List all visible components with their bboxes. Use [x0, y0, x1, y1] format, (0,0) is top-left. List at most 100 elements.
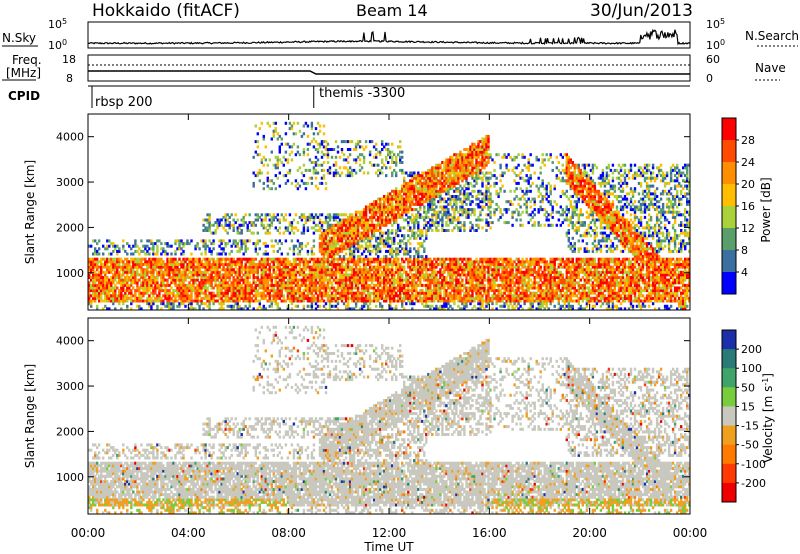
power-cell [236, 289, 239, 293]
power-cell [266, 260, 269, 264]
power-cell [134, 242, 137, 246]
power-cell [310, 140, 314, 144]
power-cell [228, 270, 231, 274]
power-cell [433, 181, 436, 185]
power-cell [433, 296, 436, 300]
power-cell [128, 291, 131, 295]
power-cell [178, 294, 181, 298]
power-cell [146, 244, 149, 248]
power-cell [132, 276, 135, 279]
power-cell [126, 273, 129, 277]
power-cell [188, 257, 191, 261]
power-cell [314, 302, 318, 306]
power-cell [381, 142, 384, 146]
power-cell [108, 291, 111, 295]
power-cell [372, 234, 376, 238]
power-cell [441, 226, 444, 230]
power-cell [202, 242, 205, 246]
power-cell [102, 276, 105, 279]
power-cell [140, 286, 143, 290]
power-cell [148, 299, 151, 303]
power-cell [411, 299, 414, 303]
power-cell [230, 299, 233, 303]
power-cell [435, 184, 438, 188]
power-cell [222, 226, 225, 230]
power-cell [132, 263, 135, 266]
power-cell [196, 244, 199, 248]
power-cell [292, 286, 296, 290]
power-cell [174, 263, 177, 266]
power-cell [379, 247, 382, 251]
power-cell [268, 268, 271, 272]
power-cell [106, 270, 109, 274]
power-cell [182, 244, 185, 248]
power-cell [332, 236, 336, 240]
power-cell [92, 281, 95, 285]
power-cell [258, 304, 261, 308]
power-cell [310, 121, 314, 125]
noise-trace [87, 28, 691, 46]
power-cell [114, 299, 117, 303]
power-cell [144, 283, 147, 287]
power-cell [188, 283, 191, 287]
power-cell [242, 218, 245, 222]
power-cell [174, 276, 177, 279]
power-cell [254, 150, 257, 154]
power-cell [399, 294, 402, 298]
power-cell [160, 302, 163, 306]
power-cell [216, 265, 219, 269]
power-cell [242, 273, 245, 277]
power-cell [192, 265, 195, 269]
power-cell [190, 304, 193, 308]
power-cell [140, 270, 143, 274]
power-cell [110, 242, 113, 246]
power-cell [391, 268, 394, 272]
power-cell [318, 129, 322, 133]
power-cell [377, 174, 380, 178]
power-cell [407, 210, 410, 214]
power-cell [130, 257, 133, 261]
power-cell [262, 134, 265, 138]
power-cell [286, 265, 290, 269]
power-cell [194, 299, 197, 303]
power-cell [116, 296, 119, 300]
power-cell [94, 249, 97, 253]
power-cell [318, 289, 322, 293]
power-cell [126, 281, 129, 285]
power-cell [204, 289, 207, 293]
power-cell [176, 260, 179, 264]
power-cell [322, 304, 326, 308]
power-cell [425, 231, 428, 235]
power-cell [409, 226, 412, 230]
power-cell [98, 252, 101, 256]
power-cell [429, 286, 432, 290]
power-cell [425, 223, 428, 227]
power-cell [218, 265, 221, 269]
power-cell [290, 145, 294, 149]
power-cell [334, 163, 338, 167]
power-cell [144, 263, 147, 266]
power-cell [188, 260, 191, 264]
power-cell [186, 286, 189, 290]
power-cell [298, 153, 302, 157]
power-cell [248, 281, 251, 285]
power-cell [200, 299, 203, 303]
power-cell [94, 289, 97, 293]
power-cell [192, 283, 195, 287]
power-cell [246, 278, 249, 282]
power-cell [144, 278, 147, 282]
power-cell [379, 229, 382, 232]
power-cell [90, 302, 93, 306]
power-cell [172, 260, 175, 264]
power-cell [342, 283, 346, 287]
power-cell [100, 278, 103, 282]
power-cell [244, 291, 247, 295]
power-cell [391, 200, 394, 204]
power-cell [358, 265, 362, 269]
power-cell [362, 239, 366, 243]
power-cell [242, 215, 245, 219]
power-cell [362, 260, 366, 264]
power-cell [106, 265, 109, 269]
power-cell [214, 229, 217, 232]
power-cell [372, 208, 376, 212]
